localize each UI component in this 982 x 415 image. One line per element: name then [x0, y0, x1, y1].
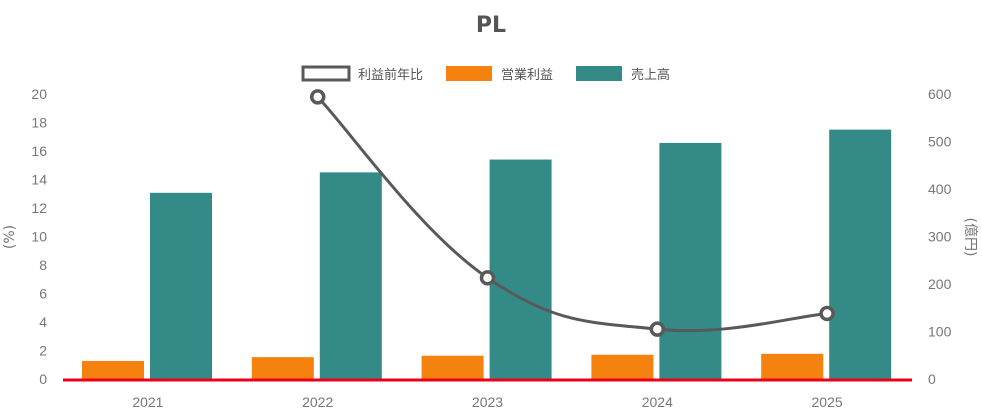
y-left-tick-label: 4 [39, 314, 47, 330]
bar-operating-profit[interactable] [761, 353, 824, 379]
x-tick-label: 2024 [642, 394, 673, 410]
y-left-tick-label: 2 [39, 343, 47, 359]
x-axis-ticks: 2021 2022 2023 2024 2025 [132, 394, 843, 410]
y-left-tick-label: 20 [31, 86, 47, 102]
legend-item-profit-yoy[interactable]: 利益前年比 [301, 65, 423, 83]
line-profit-yoy [316, 95, 828, 333]
legend: 利益前年比 営業利益 売上高 [301, 65, 670, 83]
y-right-tick-label: 600 [928, 86, 952, 102]
y-right-tick-label: 300 [928, 229, 952, 245]
x-tick-label: 2025 [812, 394, 843, 410]
legend-swatch-operating-profit [446, 66, 492, 81]
legend-label-sales: 売上高 [631, 67, 670, 83]
legend-swatch-sales [576, 66, 622, 81]
line-point-profit-yoy[interactable] [479, 270, 496, 286]
x-tick-label: 2021 [132, 394, 163, 410]
bar-sales[interactable] [829, 129, 892, 379]
bars [82, 129, 892, 379]
bar-operating-profit[interactable] [251, 357, 314, 379]
x-tick-label: 2022 [302, 394, 333, 410]
y-left-tick-label: 8 [39, 257, 47, 273]
bar-operating-profit[interactable] [421, 355, 484, 379]
y-axis-left-label: (%) [2, 225, 18, 249]
legend-label-operating-profit: 営業利益 [501, 67, 553, 83]
legend-item-sales[interactable]: 売上高 [576, 66, 670, 83]
line-point-profit-yoy[interactable] [819, 305, 835, 322]
legend-swatch-profit-yoy [301, 65, 351, 82]
y-left-tick-label: 14 [31, 172, 47, 188]
bar-sales[interactable] [150, 192, 212, 379]
y-left-tick-label: 0 [39, 371, 47, 387]
x-tick-label: 2023 [472, 394, 503, 410]
y-left-tick-label: 18 [31, 115, 47, 131]
bar-sales[interactable] [319, 172, 382, 379]
legend-label-profit-yoy: 利益前年比 [358, 67, 423, 83]
y-axis-right-ticks: 0 100 200 300 400 500 600 [928, 86, 952, 387]
bar-sales[interactable] [659, 142, 722, 379]
bar-operating-profit[interactable] [591, 354, 654, 379]
y-left-tick-label: 10 [31, 229, 47, 245]
bar-sales[interactable] [489, 159, 552, 379]
y-right-tick-label: 400 [928, 181, 952, 197]
y-right-tick-label: 500 [928, 134, 952, 150]
y-left-tick-label: 16 [31, 143, 47, 159]
y-right-tick-label: 0 [928, 371, 936, 387]
chart-title: PL [476, 13, 506, 38]
y-right-tick-label: 200 [928, 276, 952, 292]
line-point-profit-yoy[interactable] [649, 321, 666, 337]
line-series-profit-yoy [309, 89, 835, 337]
line-point-profit-yoy[interactable] [309, 89, 326, 105]
y-axis-left-ticks: 0 2 4 6 8 10 12 14 16 18 20 [31, 86, 47, 387]
y-left-tick-label: 6 [39, 286, 47, 302]
y-right-tick-label: 100 [928, 324, 952, 340]
y-left-tick-label: 12 [31, 200, 47, 216]
y-axis-right-label: (億円) [962, 218, 978, 257]
legend-item-operating-profit[interactable]: 営業利益 [446, 66, 553, 83]
bar-operating-profit[interactable] [82, 360, 144, 379]
